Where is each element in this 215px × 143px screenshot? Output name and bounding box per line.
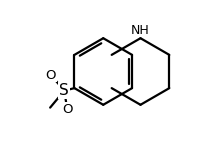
Text: NH: NH [131, 24, 150, 37]
Text: S: S [59, 83, 69, 98]
Text: O: O [62, 103, 72, 116]
Text: O: O [46, 68, 56, 82]
